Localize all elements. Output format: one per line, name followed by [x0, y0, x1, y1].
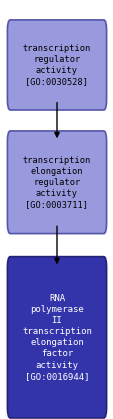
Text: transcription
elongation
regulator
activity
[GO:0003711]: transcription elongation regulator activ…	[23, 155, 90, 209]
FancyBboxPatch shape	[7, 20, 106, 110]
Text: transcription
regulator
activity
[GO:0030528]: transcription regulator activity [GO:003…	[23, 44, 90, 86]
FancyBboxPatch shape	[7, 256, 106, 418]
Text: RNA
polymerase
II
transcription
elongation
factor
activity
[GO:0016944]: RNA polymerase II transcription elongati…	[22, 294, 91, 380]
FancyBboxPatch shape	[7, 131, 106, 234]
